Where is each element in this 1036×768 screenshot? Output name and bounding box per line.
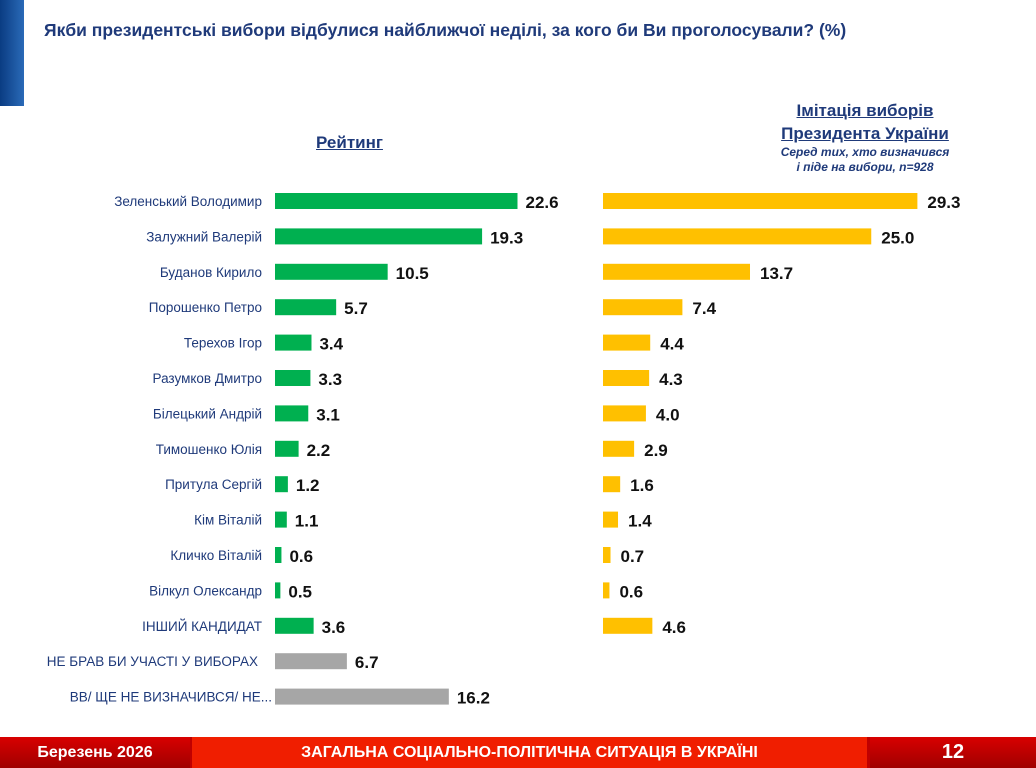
rating-value-label: 1.1 [295,512,319,531]
category-label: НЕ БРАВ БИ УЧАСТІ У ВИБОРАХ [47,654,258,669]
simulation-value-label: 4.4 [660,335,684,354]
footer-section: ЗАГАЛЬНА СОЦІАЛЬНО-ПОЛІТИЧНА СИТУАЦІЯ В … [192,737,867,768]
bar-chart: Зеленський Володимир 22.6 29.3 Залужний Вал… [47,193,960,708]
category-label: Кім Віталій [194,513,262,528]
simulation-subtitle-2: і піде на вибори, n=928 [796,160,934,174]
rating-value-label: 22.6 [525,193,558,212]
rating-bar [275,299,337,316]
rating-value-label: 3.3 [318,370,342,389]
simulation-value-label: 7.4 [692,299,716,318]
simulation-bar [603,405,646,422]
rating-bar [275,476,288,493]
rating-bar [275,617,314,634]
footer-date: Березень 2026 [0,737,190,768]
rating-value-label: 6.7 [355,653,379,672]
simulation-bar [603,511,619,528]
category-label: ВВ/ ЩЕ НЕ ВИЗНАЧИВСЯ/ НЕ... [70,690,272,705]
category-label: Кличко Віталій [170,548,262,563]
rating-bar [275,228,483,245]
category-label: Притула Сергій [165,477,262,492]
footer: Березень 2026 ЗАГАЛЬНА СОЦІАЛЬНО-ПОЛІТИЧ… [0,737,1036,768]
simulation-bar [603,617,653,634]
rating-bar [275,193,518,209]
simulation-value-label: 1.6 [630,476,654,495]
category-label: Зеленський Володимир [114,194,262,209]
simulation-bar [603,193,918,209]
simulation-value-label: 13.7 [760,264,793,283]
simulation-bar [603,334,651,351]
simulation-value-label: 25.0 [881,228,914,247]
simulation-bar [603,228,872,245]
simulation-bar [603,440,635,457]
simulation-value-label: 1.4 [628,512,652,531]
simulation-value-label: 2.9 [644,441,668,460]
rating-value-label: 3.6 [322,618,346,637]
rating-value-label: 2.2 [307,441,331,460]
rating-bar [275,688,449,705]
simulation-value-label: 4.3 [659,370,683,389]
category-label: Разумков Дмитро [153,371,262,386]
simulation-header: Імітація виборів Президента України Сере… [730,99,1000,175]
category-label: Залужний Валерій [146,229,262,244]
category-label: Тимошенко Юлія [156,442,262,457]
rating-bar [275,334,312,351]
simulation-bar [603,476,621,493]
rating-value-label: 1.2 [296,476,320,495]
simulation-bar [603,582,610,599]
rating-bar [275,511,287,528]
rating-bar [275,582,281,599]
simulation-value-label: 0.7 [621,547,645,566]
rating-value-label: 19.3 [490,228,523,247]
category-label: Білецький Андрій [153,406,262,421]
rating-bar [275,547,282,563]
rating-value-label: 0.5 [288,582,312,601]
rating-value-label: 3.1 [316,405,340,424]
rating-bar [275,440,299,457]
category-label: ІНШИЙ КАНДИДАТ [142,619,262,634]
rating-bar [275,263,388,280]
rating-bar [275,405,309,422]
simulation-bar [603,263,751,280]
rating-value-label: 5.7 [344,299,368,318]
rating-header: Рейтинг [316,133,383,152]
simulation-subtitle-1: Серед тих, хто визначився [780,145,950,159]
header-accent-bar [0,0,24,106]
rating-value-label: 10.5 [396,264,429,283]
simulation-title-1: Імітація виборів [796,101,934,120]
page-number: 12 [870,737,1036,768]
simulation-bar [603,299,683,316]
simulation-value-label: 4.0 [656,405,680,424]
simulation-value-label: 29.3 [927,193,960,212]
simulation-value-label: 4.6 [662,618,686,637]
rating-bar [275,653,347,670]
simulation-title-2: Президента України [781,124,949,143]
rating-bar [275,370,311,386]
slide-title: Якби президентські вибори відбулися найб… [44,20,847,40]
rating-value-label: 16.2 [457,689,490,708]
rating-value-label: 3.4 [319,335,343,354]
simulation-bar [603,370,650,386]
simulation-value-label: 0.6 [619,582,643,601]
simulation-bar [603,547,611,563]
category-label: Порошенко Петро [149,300,262,315]
category-label: Буданов Кирило [160,265,262,280]
category-label: Вілкул Олександр [149,583,262,598]
category-label: Терехов Ігор [184,336,262,351]
rating-value-label: 0.6 [289,547,313,566]
